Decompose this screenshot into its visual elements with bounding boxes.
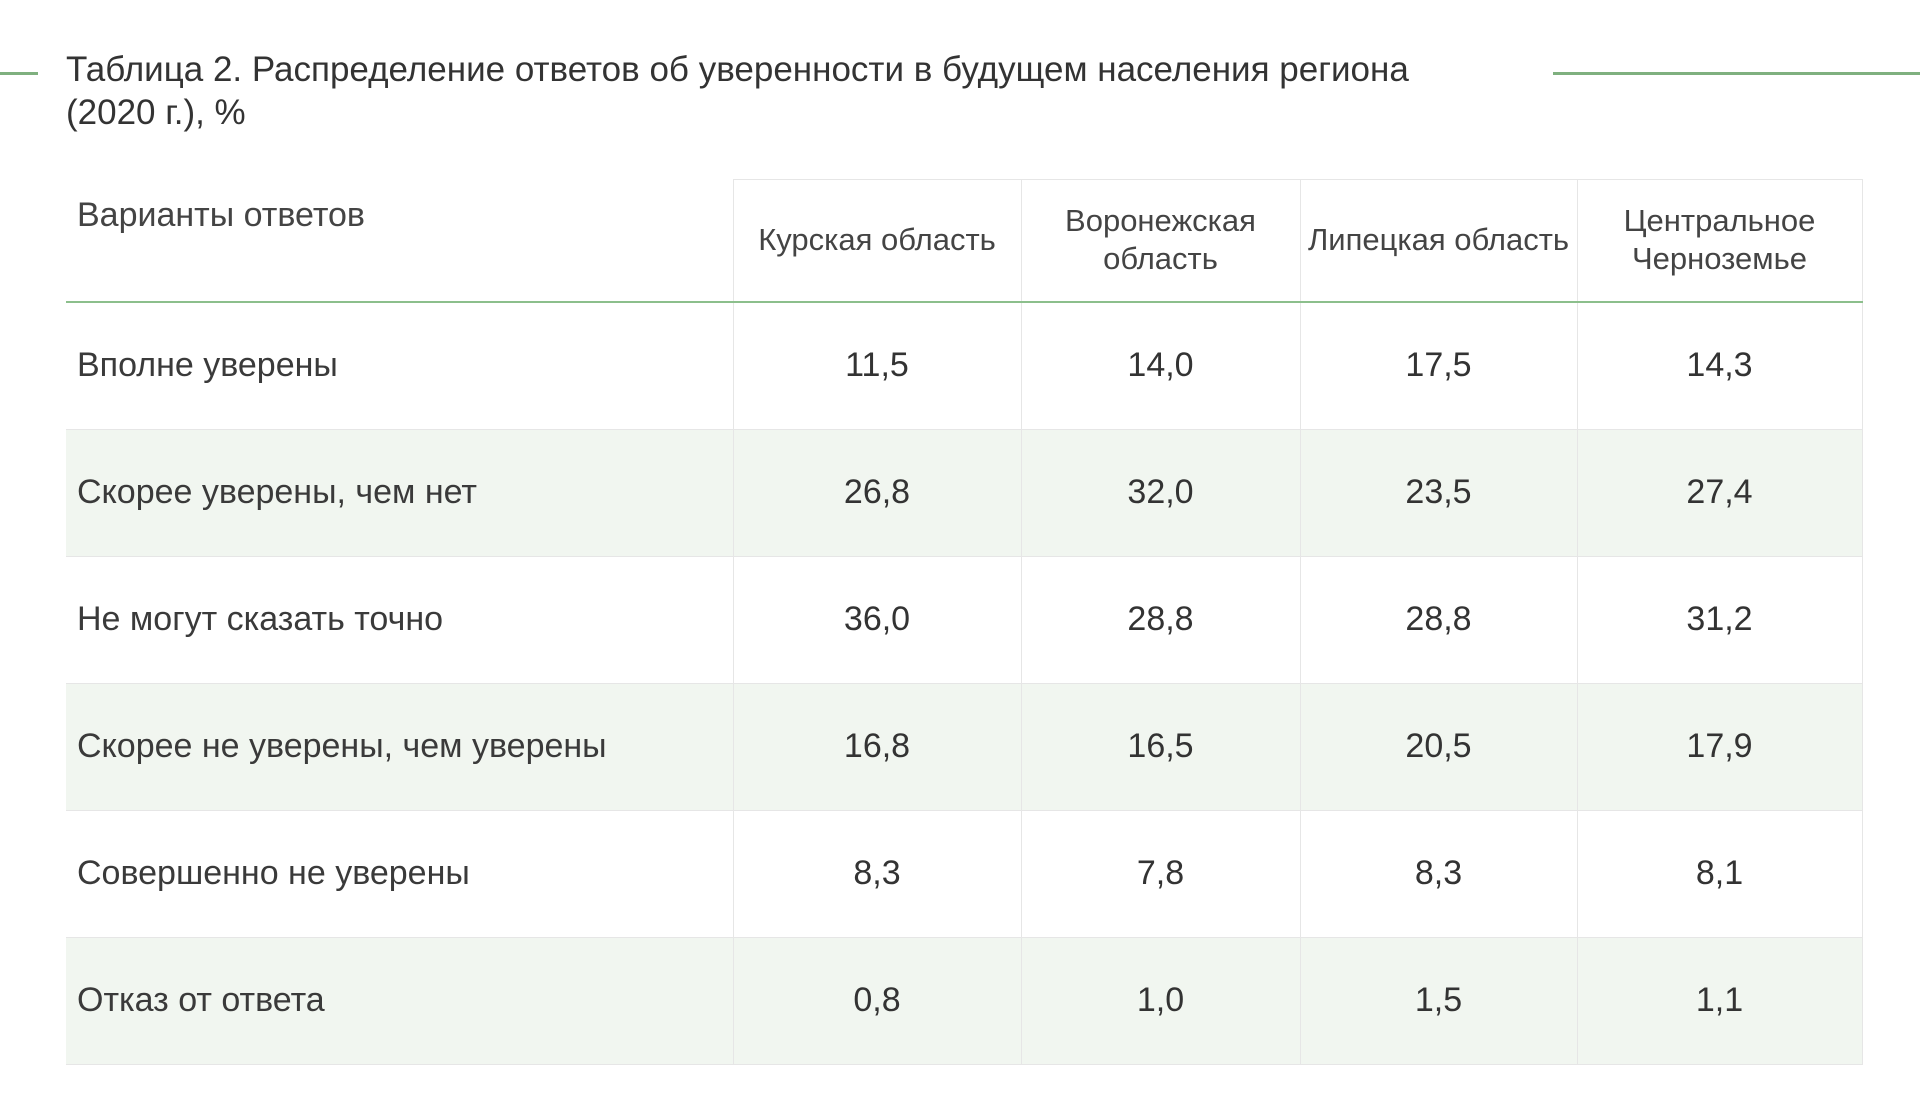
header-central-chernozem: Центральное Черноземье	[1577, 179, 1863, 303]
cell-central: 27,4	[1577, 429, 1863, 557]
cell-central: 1,1	[1577, 937, 1863, 1065]
cell-voronezh: 32,0	[1021, 429, 1301, 557]
cell-lipetsk: 23,5	[1300, 429, 1578, 557]
header-answer-options: Варианты ответов	[66, 179, 734, 303]
cell-voronezh: 1,0	[1021, 937, 1301, 1065]
cell-lipetsk: 1,5	[1300, 937, 1578, 1065]
table-row: Совершенно не уверены 8,3 7,8 8,3 8,1	[66, 810, 1863, 938]
header-voronezh-region: Воронежская область	[1021, 179, 1301, 303]
cell-kursk: 0,8	[733, 937, 1022, 1065]
cell-central: 14,3	[1577, 301, 1863, 430]
decorative-rule-left	[0, 72, 38, 75]
table-row: Отказ от ответа 0,8 1,0 1,5 1,1	[66, 937, 1863, 1065]
cell-lipetsk: 28,8	[1300, 556, 1578, 684]
cell-lipetsk: 8,3	[1300, 810, 1578, 938]
cell-voronezh: 7,8	[1021, 810, 1301, 938]
survey-table: Варианты ответов Курская область Воронеж…	[66, 179, 1863, 1065]
table-row: Не могут сказать точно 36,0 28,8 28,8 31…	[66, 556, 1863, 684]
header-lipetsk-region: Липецкая область	[1300, 179, 1578, 303]
row-label: Скорее уверены, чем нет	[66, 429, 734, 557]
row-label: Совершенно не уверены	[66, 810, 734, 938]
cell-voronezh: 14,0	[1021, 301, 1301, 430]
table-header-row: Варианты ответов Курская область Воронеж…	[66, 179, 1863, 303]
cell-voronezh: 28,8	[1021, 556, 1301, 684]
cell-central: 8,1	[1577, 810, 1863, 938]
cell-lipetsk: 20,5	[1300, 683, 1578, 811]
row-label: Не могут сказать точно	[66, 556, 734, 684]
cell-lipetsk: 17,5	[1300, 301, 1578, 430]
cell-central: 17,9	[1577, 683, 1863, 811]
row-label: Отказ от ответа	[66, 937, 734, 1065]
cell-kursk: 36,0	[733, 556, 1022, 684]
header-kursk-region: Курская область	[733, 179, 1022, 303]
cell-kursk: 11,5	[733, 301, 1022, 430]
table-caption: Таблица 2. Распределение ответов об увер…	[66, 50, 1409, 132]
cell-kursk: 8,3	[733, 810, 1022, 938]
table-row: Вполне уверены 11,5 14,0 17,5 14,3	[66, 301, 1863, 430]
cell-central: 31,2	[1577, 556, 1863, 684]
cell-kursk: 26,8	[733, 429, 1022, 557]
row-label: Вполне уверены	[66, 301, 734, 430]
cell-kursk: 16,8	[733, 683, 1022, 811]
table-row: Скорее уверены, чем нет 26,8 32,0 23,5 2…	[66, 429, 1863, 557]
row-label: Скорее не уверены, чем уверены	[66, 683, 734, 811]
cell-voronezh: 16,5	[1021, 683, 1301, 811]
table-row: Скорее не уверены, чем уверены 16,8 16,5…	[66, 683, 1863, 811]
decorative-rule-right	[1553, 72, 1920, 75]
